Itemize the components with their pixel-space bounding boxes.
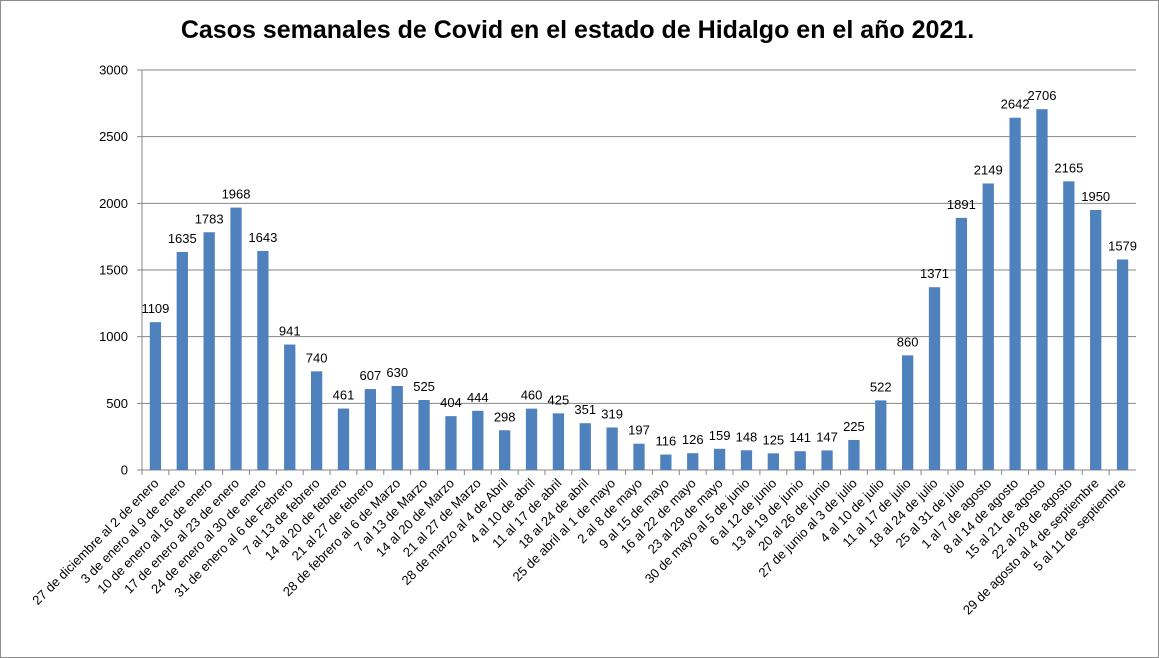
data-label: 2706 xyxy=(1028,88,1057,103)
bar xyxy=(284,344,296,470)
data-label: 148 xyxy=(736,429,758,444)
bar xyxy=(740,450,753,470)
bar xyxy=(230,207,242,470)
y-tick-label: 2000 xyxy=(99,196,128,211)
data-label: 425 xyxy=(548,392,570,407)
data-label: 125 xyxy=(762,432,784,447)
data-label: 126 xyxy=(682,432,704,447)
data-label: 941 xyxy=(279,324,301,339)
data-label: 225 xyxy=(843,419,865,434)
bar xyxy=(310,371,323,470)
data-label: 630 xyxy=(386,365,408,380)
bar xyxy=(982,183,994,470)
data-label: 141 xyxy=(789,430,811,445)
bar xyxy=(1090,210,1102,470)
bar xyxy=(525,408,538,470)
data-label: 404 xyxy=(440,395,462,410)
bar xyxy=(445,416,457,470)
data-label: 2642 xyxy=(1001,97,1030,112)
bar xyxy=(660,454,672,470)
bar xyxy=(848,440,860,470)
bar xyxy=(902,355,914,470)
data-label: 1109 xyxy=(141,301,169,316)
data-label: 1968 xyxy=(222,187,251,202)
bar xyxy=(203,232,215,470)
data-label: 607 xyxy=(359,368,381,383)
data-label: 1891 xyxy=(947,197,976,212)
bar xyxy=(472,410,484,470)
data-label: 525 xyxy=(413,379,435,394)
bar xyxy=(149,322,162,470)
y-tick-label: 1000 xyxy=(99,329,128,344)
bar xyxy=(713,448,726,470)
bar xyxy=(1116,259,1129,470)
data-label: 2149 xyxy=(974,162,1003,177)
y-tick-label: 1500 xyxy=(99,263,128,278)
data-label: 860 xyxy=(897,334,919,349)
bar xyxy=(552,413,565,470)
data-label: 461 xyxy=(333,388,355,403)
y-tick-label: 0 xyxy=(121,463,128,478)
bar xyxy=(257,250,269,470)
data-label: 1783 xyxy=(195,211,224,226)
y-tick-label: 500 xyxy=(106,396,128,411)
bar xyxy=(579,423,591,470)
data-label: 1643 xyxy=(248,230,277,245)
bar xyxy=(391,386,403,470)
data-label: 1579 xyxy=(1108,238,1137,253)
data-label: 197 xyxy=(628,423,650,438)
data-label: 159 xyxy=(709,428,731,443)
chart-title: Casos semanales de Covid en el estado de… xyxy=(180,16,975,44)
data-label: 2165 xyxy=(1054,160,1083,175)
bar xyxy=(821,450,833,470)
bar xyxy=(1036,109,1048,470)
bar xyxy=(1063,181,1075,471)
data-label: 298 xyxy=(494,409,516,424)
bar xyxy=(955,217,968,470)
data-label: 444 xyxy=(467,390,489,405)
bar xyxy=(364,389,376,470)
data-label: 116 xyxy=(655,434,676,449)
data-label: 351 xyxy=(574,402,596,417)
bar xyxy=(928,287,941,470)
bar xyxy=(176,252,188,470)
bar xyxy=(418,400,430,470)
y-tick-label: 3000 xyxy=(99,63,128,78)
bar xyxy=(1009,117,1021,470)
data-label: 740 xyxy=(306,350,328,365)
y-tick-label: 2500 xyxy=(99,129,128,144)
data-label: 319 xyxy=(601,406,623,421)
data-label: 147 xyxy=(816,429,838,444)
data-label: 1950 xyxy=(1081,189,1110,204)
data-label: 522 xyxy=(870,379,892,394)
bar xyxy=(687,453,699,470)
bar xyxy=(794,451,806,470)
bar xyxy=(606,427,618,470)
data-label: 460 xyxy=(521,388,543,403)
bar xyxy=(633,443,645,470)
bar xyxy=(499,430,511,470)
data-label: 1371 xyxy=(920,266,949,281)
data-label: 1635 xyxy=(168,231,197,246)
bar xyxy=(767,453,779,470)
bar xyxy=(337,408,350,470)
bar xyxy=(875,400,887,470)
